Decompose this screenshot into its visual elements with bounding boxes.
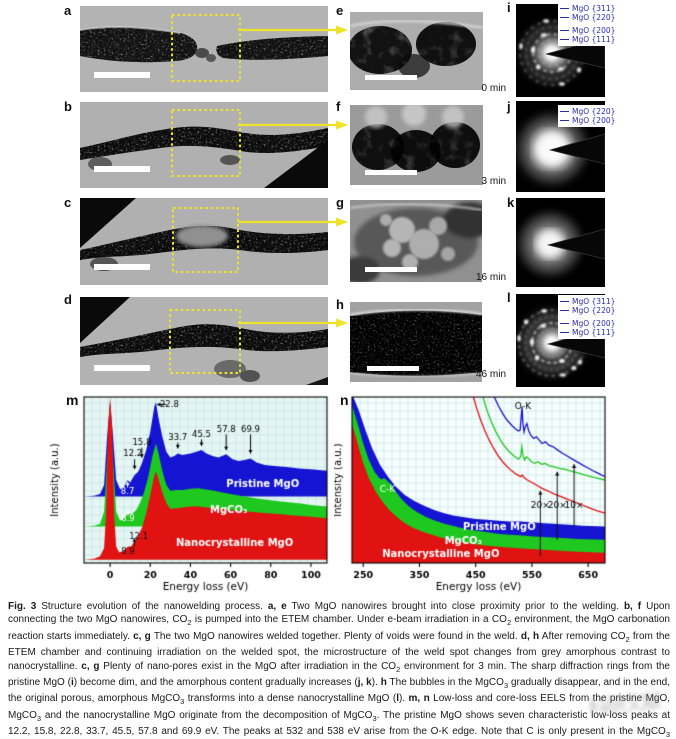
tem-image-e xyxy=(350,12,483,90)
tem-image-b xyxy=(80,102,328,188)
ring-label: MgO {220} xyxy=(572,13,616,22)
scale-bar-h xyxy=(367,366,419,371)
tem-image-g xyxy=(350,200,482,282)
panel-label-h: h xyxy=(336,297,344,312)
time-label-3min: 3 min xyxy=(481,176,506,187)
ring-label: MgO {200} xyxy=(572,319,616,328)
time-label-46min: 46 min xyxy=(475,369,506,380)
ring-label: MgO {111} xyxy=(572,328,616,337)
ring-label: MgO {311} xyxy=(572,297,616,306)
tem-image-c xyxy=(80,198,328,285)
label-tick xyxy=(560,301,569,302)
panel-label-a: a xyxy=(64,3,72,18)
panel-label-j: j xyxy=(507,99,511,114)
panel-label-b: b xyxy=(64,99,72,114)
scale-bar-b xyxy=(94,166,150,172)
ring-label: MgO {200} xyxy=(572,26,616,35)
panel-label-n: n xyxy=(340,392,349,408)
magnify-arrow-d xyxy=(238,318,348,328)
ring-label: MgO {200} xyxy=(572,116,616,125)
diffraction-labels-l: MgO {311} MgO {220} MgO {200} MgO {111} xyxy=(558,295,620,339)
panel-label-m: m xyxy=(66,392,79,408)
magnify-arrow-a xyxy=(238,25,348,35)
label-tick xyxy=(560,17,569,18)
label-tick xyxy=(560,120,569,121)
roi-dashed-box-d xyxy=(169,309,241,374)
label-tick xyxy=(560,111,569,112)
eels-core-loss-chart xyxy=(334,392,616,594)
ring-label: MgO {311} xyxy=(572,4,616,13)
ring-label: MgO {220} xyxy=(572,306,616,315)
label-tick xyxy=(560,310,569,311)
time-label-0min: 0 min xyxy=(481,83,506,94)
roi-dashed-box-a xyxy=(171,14,241,82)
panel-label-k: k xyxy=(507,195,515,210)
magnify-arrow-c xyxy=(238,217,348,227)
ring-label: MgO {220} xyxy=(572,107,616,116)
panel-label-l: l xyxy=(507,290,511,305)
panel-label-g: g xyxy=(336,195,344,210)
label-tick xyxy=(560,323,569,324)
scale-bar-d xyxy=(94,365,150,371)
scale-bar-a xyxy=(94,72,150,78)
eels-low-loss-chart xyxy=(46,392,338,594)
magnify-arrow-b xyxy=(238,120,348,130)
roi-dashed-box-b xyxy=(171,109,241,177)
scale-bar-f xyxy=(365,170,417,175)
scale-bar-g xyxy=(365,267,417,272)
vacuum-corner-c xyxy=(80,198,136,248)
ring-label: MgO {111} xyxy=(572,35,616,44)
panel-label-i: i xyxy=(507,0,511,15)
scale-bar-c xyxy=(94,264,150,270)
label-tick xyxy=(560,30,569,31)
beam-stop-j xyxy=(548,133,605,165)
beam-stop-k xyxy=(546,228,605,260)
label-tick xyxy=(560,332,569,333)
tem-image-f xyxy=(350,105,483,185)
label-tick xyxy=(560,39,569,40)
panel-label-c: c xyxy=(64,195,72,210)
tem-image-d xyxy=(80,297,328,385)
diffraction-pattern-k xyxy=(516,198,605,287)
panel-label-e: e xyxy=(336,3,344,18)
tem-image-h xyxy=(350,302,482,382)
time-label-16min: 16 min xyxy=(475,272,506,283)
vacuum-corner-b xyxy=(264,140,328,188)
label-tick xyxy=(560,8,569,9)
figure-caption: Fig. 3 Structure evolution of the nanowe… xyxy=(8,601,671,739)
scale-bar-e xyxy=(365,75,417,80)
vacuum-corner-d xyxy=(80,297,130,343)
diffraction-labels-i: MgO {311} MgO {220} MgO {200} MgO {111} xyxy=(558,2,620,46)
roi-dashed-box-c xyxy=(172,207,239,273)
tem-image-a xyxy=(80,6,328,92)
panel-label-f: f xyxy=(336,99,341,114)
diffraction-labels-j: MgO {220} MgO {200} xyxy=(558,105,620,127)
panel-label-d: d xyxy=(64,292,72,307)
